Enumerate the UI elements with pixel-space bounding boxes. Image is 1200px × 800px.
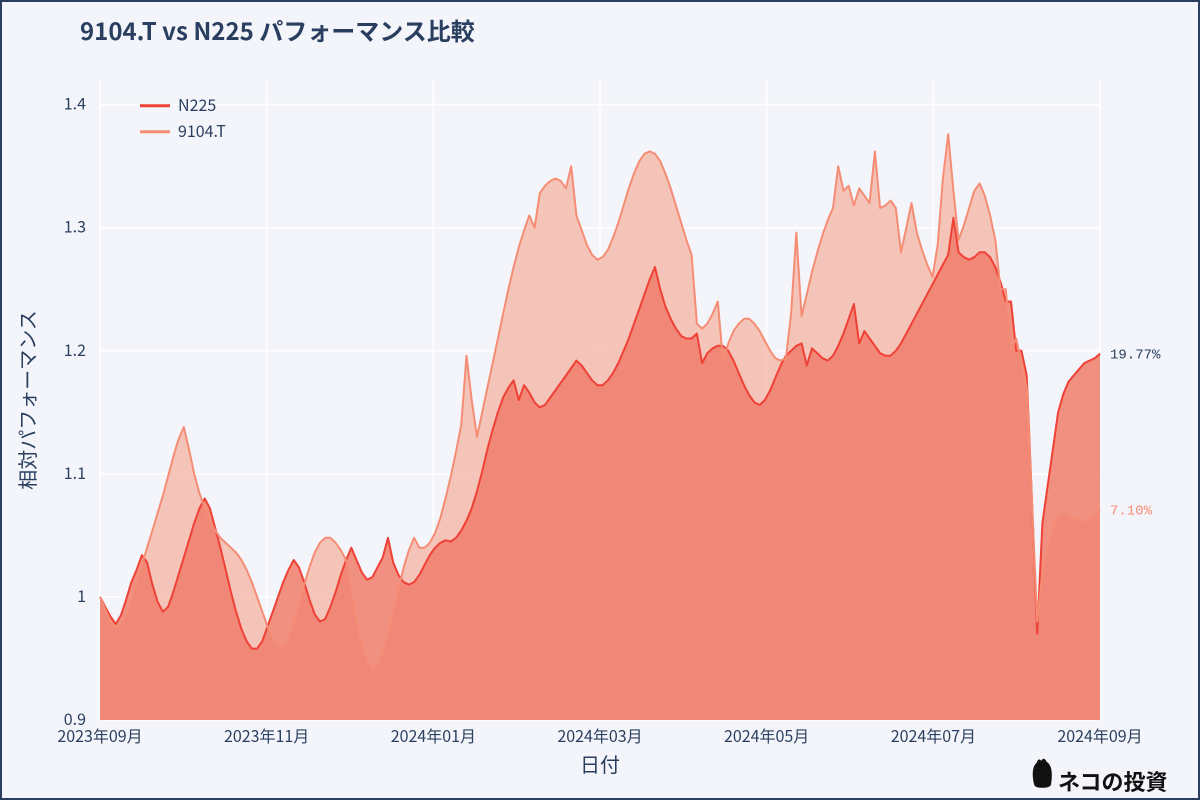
xtick-label: 2023年11月	[224, 723, 309, 747]
chart-title: 9104.T vs N225 パフォーマンス比較	[80, 12, 475, 47]
legend-label: N225	[178, 92, 216, 116]
legend-label: 9104.T	[178, 118, 226, 142]
ytick-label: 1	[77, 583, 86, 607]
watermark-text: ネコの投資	[1058, 765, 1168, 797]
ytick-label: 1.3	[64, 214, 86, 238]
x-axis-label: 日付	[580, 749, 620, 778]
ytick-label: 1.1	[64, 460, 86, 484]
xtick-label: 2024年05月	[724, 723, 809, 747]
chart-svg: 0.911.11.21.31.42023年09月2023年11月2024年01月…	[0, 0, 1200, 800]
end-value-annotation: 19.77%	[1110, 348, 1161, 364]
xtick-label: 2024年07月	[891, 723, 976, 747]
xtick-label: 2024年01月	[391, 723, 476, 747]
end-value-annotation: 7.10%	[1110, 504, 1153, 520]
xtick-label: 2024年03月	[557, 723, 642, 747]
ytick-label: 1.2	[64, 337, 86, 361]
ytick-label: 1.4	[64, 91, 86, 115]
y-axis-label: 相対パフォーマンス	[12, 310, 41, 490]
xtick-label: 2024年09月	[1057, 723, 1142, 747]
performance-chart: 0.911.11.21.31.42023年09月2023年11月2024年01月…	[0, 0, 1200, 800]
xtick-label: 2023年09月	[57, 723, 142, 747]
